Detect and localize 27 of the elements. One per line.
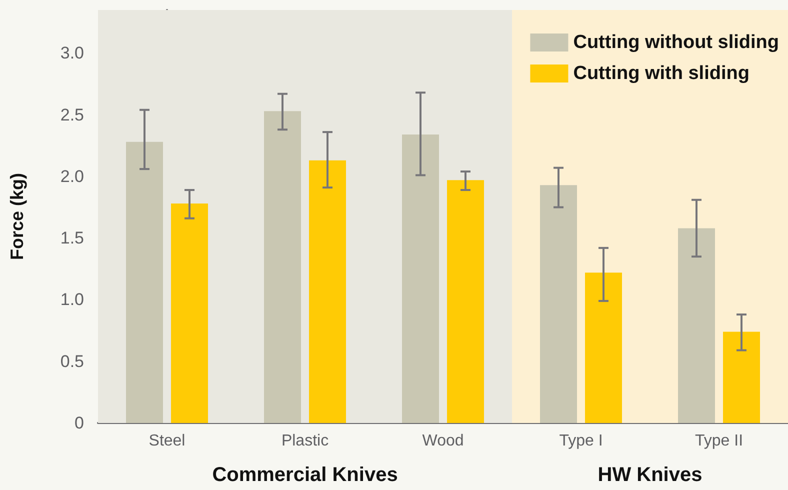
- bar: [309, 160, 346, 423]
- bar: [540, 185, 577, 423]
- bar: [171, 204, 208, 423]
- legend-label: Cutting without sliding: [573, 32, 779, 53]
- y-tick-label: 0.5: [60, 352, 84, 371]
- y-tick-label: 2.0: [60, 166, 84, 186]
- bar: [585, 272, 622, 423]
- y-tick-label: 0: [74, 414, 84, 432]
- bar: [678, 228, 715, 423]
- y-tick-label: 1.0: [60, 290, 84, 310]
- legend-label: Cutting with sliding: [573, 63, 750, 84]
- x-tick-label: Steel: [148, 432, 186, 450]
- bar: [126, 142, 163, 423]
- y-axis-title: Force (kg): [7, 172, 27, 260]
- y-tick-label: 3.0: [60, 44, 84, 63]
- band-label: HW Knives: [598, 464, 702, 486]
- x-tick-label: Type II: [694, 432, 744, 450]
- bar: [264, 111, 301, 423]
- bar: [402, 134, 439, 423]
- band-label: Commercial Knives: [212, 464, 398, 486]
- x-tick-label: Plastic: [281, 432, 329, 450]
- bar: [723, 332, 760, 423]
- y-tick-label: 2.5: [60, 105, 84, 124]
- bar: [447, 180, 484, 423]
- y-tick-label: 1.5: [60, 228, 84, 248]
- x-tick-label: Wood: [422, 432, 464, 450]
- x-tick-label: Type I: [559, 432, 603, 450]
